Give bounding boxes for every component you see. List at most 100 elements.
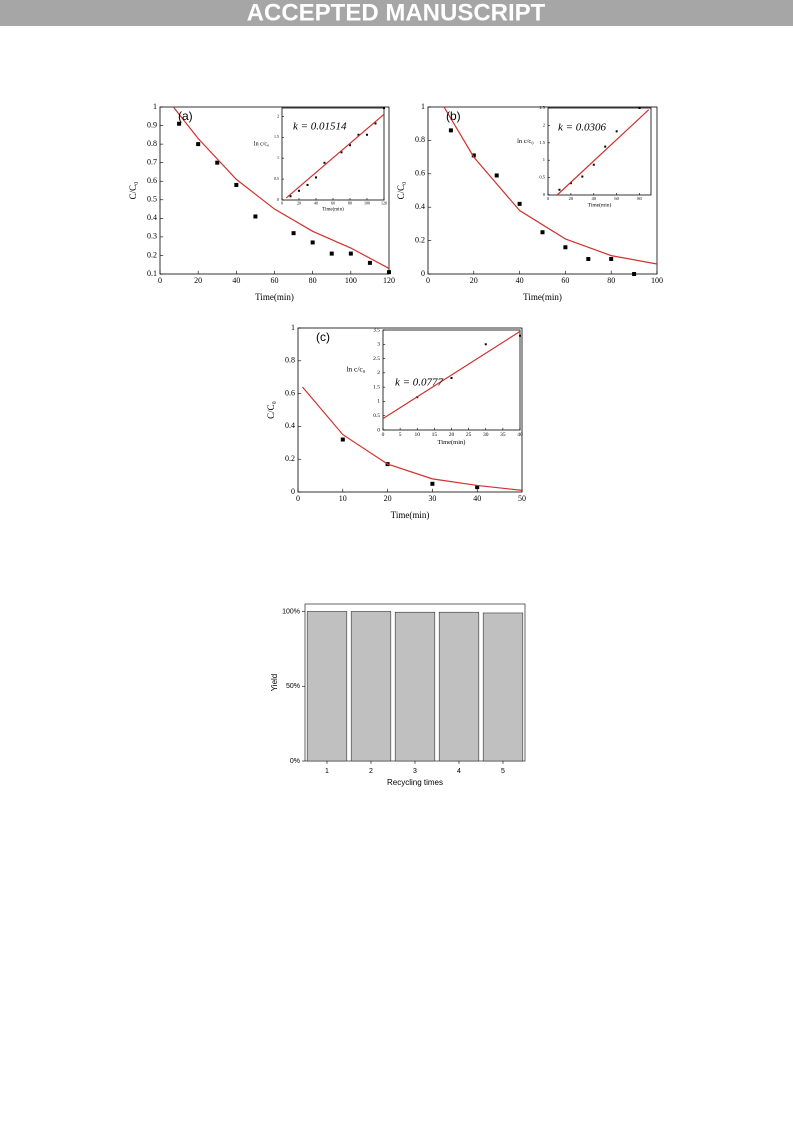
x-tick-label: 60 xyxy=(271,276,279,285)
y-tick-label: 0.3 xyxy=(147,232,157,241)
x-tick-label: 80 xyxy=(309,276,317,285)
y-tick-label: 2.5 xyxy=(539,105,545,110)
data-point xyxy=(569,182,572,185)
data-point xyxy=(519,334,521,337)
data-point xyxy=(367,260,372,265)
data-point xyxy=(604,145,607,148)
x-tick-label: 15 xyxy=(432,432,438,438)
y-tick-label: 0.2 xyxy=(415,235,425,244)
panel-label: (a) xyxy=(178,109,193,123)
chart: 0 10 20 30 40 5000.20.40.60.81Time(min)C/C₀(c… xyxy=(266,323,526,520)
y-tick-label: 2 xyxy=(543,122,545,127)
inset-y-label: ln c/c₀ xyxy=(517,138,534,145)
x-tick-label: 2 xyxy=(369,768,373,775)
x-tick-label: 20 xyxy=(470,276,478,285)
y-tick-label: 0.6 xyxy=(415,169,425,178)
y-tick-label: 0 xyxy=(291,487,295,496)
x-tick-label: 120 xyxy=(383,276,395,285)
x-tick-label: 40 xyxy=(232,276,240,285)
inset-y-label: ln c/c₀ xyxy=(254,141,269,147)
x-axis-label: Time(min) xyxy=(523,292,562,302)
y-tick-label: 0 xyxy=(277,197,279,202)
x-tick-label: 100 xyxy=(364,201,370,206)
data-point xyxy=(323,161,326,164)
y-tick-label: 0.8 xyxy=(285,356,295,365)
data-point xyxy=(387,270,391,275)
data-point xyxy=(310,240,315,245)
data-point xyxy=(540,230,545,235)
data-point xyxy=(357,133,360,136)
bar xyxy=(350,611,392,762)
x-tick-label: 20 xyxy=(384,494,392,503)
data-point xyxy=(289,195,292,198)
x-tick-label: 0 xyxy=(158,276,162,285)
x-tick-label: 40 xyxy=(314,201,318,206)
y-tick-label: 0.5 xyxy=(274,176,279,181)
y-tick-label: 0 xyxy=(543,192,546,197)
x-tick-label: 35 xyxy=(500,432,506,438)
data-point xyxy=(471,153,476,158)
data-point xyxy=(349,144,351,147)
annotation: k = 0.01514 xyxy=(293,121,347,133)
data-point xyxy=(638,107,641,109)
data-point xyxy=(329,251,334,256)
x-tick-label: 5 xyxy=(501,768,505,775)
x-tick-label: 100 xyxy=(651,276,663,285)
x-tick-label: 0 xyxy=(296,494,300,503)
y-tick-label: 0.5 xyxy=(539,175,545,180)
x-tick-label: 100 xyxy=(345,276,357,285)
x-tick-label: 50 xyxy=(518,494,526,503)
x-tick-label: 60 xyxy=(331,201,335,206)
y-tick-label: 1 xyxy=(543,157,545,162)
data-point xyxy=(615,130,618,133)
inset-y-label: ln c/c₀ xyxy=(346,365,365,374)
x-tick-label: 1 xyxy=(325,768,329,775)
data-point xyxy=(484,343,487,346)
y-tick-label: 1.5 xyxy=(373,384,380,390)
y-tick-label: 0% xyxy=(290,758,300,765)
y-tick-label: 0.5 xyxy=(373,413,380,419)
x-tick-label: 0 xyxy=(281,201,283,206)
data-point xyxy=(448,128,453,133)
y-tick-label: 1 xyxy=(291,323,295,332)
plot-frame xyxy=(382,329,521,431)
data-point xyxy=(383,107,385,109)
x-tick-label: 20 xyxy=(194,276,202,285)
x-tick-label: 20 xyxy=(449,432,455,438)
data-point xyxy=(558,188,561,191)
x-tick-label: 60 xyxy=(614,196,619,201)
data-point xyxy=(348,251,353,256)
data-point xyxy=(177,121,182,126)
x-tick-label: 40 xyxy=(517,432,523,438)
bar xyxy=(438,611,480,762)
x-tick-label: 20 xyxy=(297,201,301,206)
data-point xyxy=(592,163,595,166)
x-tick-label: 10 xyxy=(339,494,347,503)
inset-x-label: Time(min) xyxy=(438,439,466,446)
fit-line xyxy=(443,106,658,265)
y-tick-label: 0.5 xyxy=(147,195,157,204)
y-tick-label: 0.2 xyxy=(285,454,295,463)
x-tick-label: 40 xyxy=(516,276,524,285)
data-point xyxy=(450,377,453,379)
panel-label: (b) xyxy=(446,109,461,123)
y-tick-label: 0.2 xyxy=(147,250,157,259)
fit-line xyxy=(382,330,521,420)
fit-line xyxy=(556,109,650,196)
y-tick-label: 1.5 xyxy=(274,134,279,139)
annotation: k = 0.0777 xyxy=(395,377,444,389)
x-tick-label: 30 xyxy=(483,432,489,438)
y-tick-label: 0.4 xyxy=(285,421,295,430)
y-tick-label: 0 xyxy=(421,269,425,278)
y-tick-label: 0.1 xyxy=(147,269,157,278)
bar xyxy=(394,611,436,762)
x-tick-label: 20 xyxy=(569,196,574,201)
data-point xyxy=(609,256,614,261)
data-point xyxy=(196,142,201,147)
y-axis-label: C/C₀ xyxy=(266,401,276,419)
data-point xyxy=(291,231,296,236)
data-point xyxy=(563,245,568,250)
y-axis-label: C/C₀ xyxy=(128,182,138,200)
x-tick-label: 80 xyxy=(637,196,642,201)
